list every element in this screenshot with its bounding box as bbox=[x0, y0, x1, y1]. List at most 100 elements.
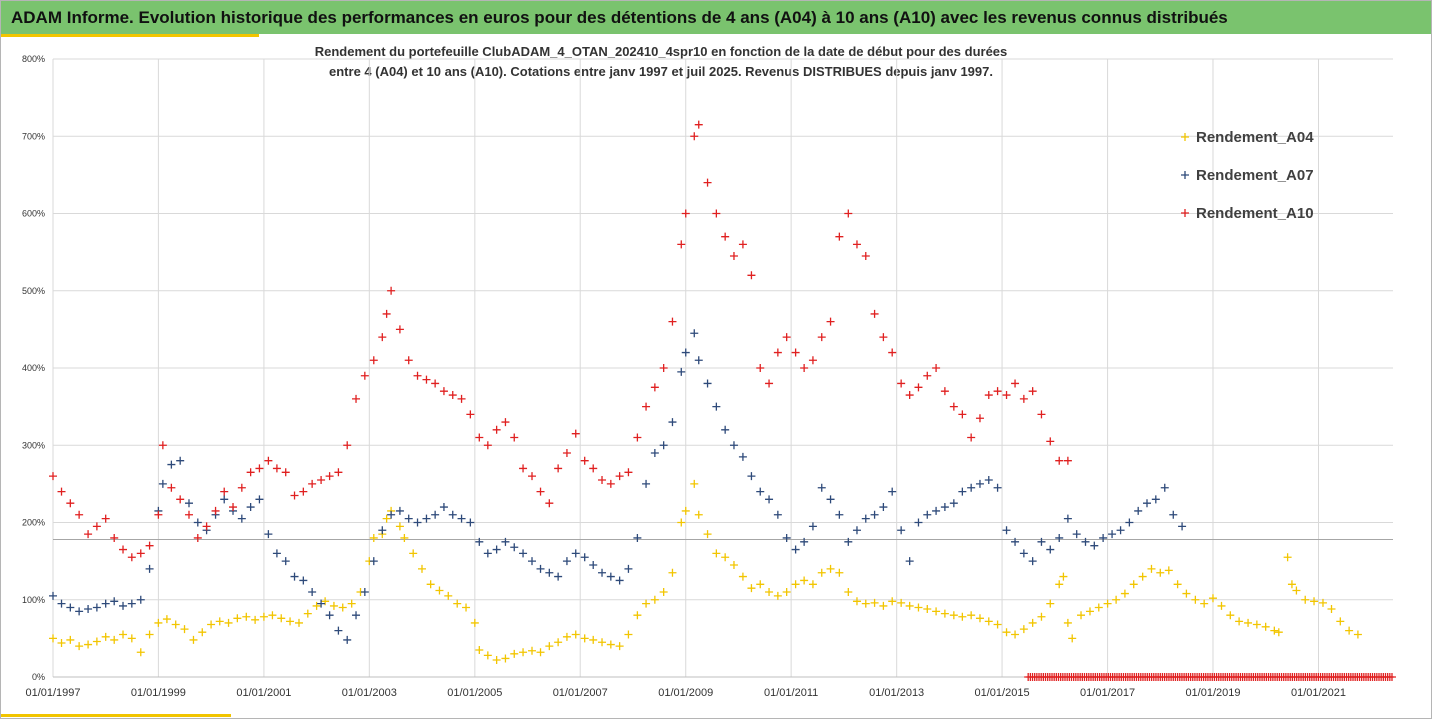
rendement-a10-point bbox=[325, 472, 334, 481]
rendement-a07-point bbox=[352, 611, 361, 620]
rendement-a07-point bbox=[1011, 537, 1020, 546]
rendement-a07-point bbox=[1134, 506, 1143, 515]
rendement-a10-point bbox=[668, 317, 677, 326]
rendement-a07-point bbox=[264, 530, 273, 539]
rendement-a10-point bbox=[949, 402, 958, 411]
rendement-a10-point bbox=[694, 120, 703, 129]
rendement-a04-point bbox=[681, 506, 690, 515]
rendement-a07-point bbox=[167, 460, 176, 469]
rendement-a07-point bbox=[712, 402, 721, 411]
rendement-a04-point bbox=[782, 588, 791, 597]
x-tick-label: 01/01/1997 bbox=[25, 687, 80, 699]
rendement-a07-point bbox=[765, 495, 774, 504]
rendement-a04-point bbox=[303, 609, 312, 618]
legend-label: Rendement_A07 bbox=[1196, 167, 1314, 184]
rendement-a04-point bbox=[571, 630, 580, 639]
x-tick-label: 01/01/2021 bbox=[1291, 687, 1346, 699]
rendement-a04-point bbox=[1094, 603, 1103, 612]
rendement-a04-point bbox=[101, 632, 110, 641]
rendement-a07-point bbox=[773, 510, 782, 519]
rendement-a04-point bbox=[180, 625, 189, 634]
rendement-a07-point bbox=[958, 487, 967, 496]
rendement-a04-point bbox=[650, 595, 659, 604]
rendement-a04-point bbox=[554, 638, 563, 647]
rendement-a10-point bbox=[154, 510, 163, 519]
rendement-a04-point bbox=[958, 612, 967, 621]
rendement-a10-point bbox=[308, 479, 317, 488]
rendement-a10-point bbox=[1037, 410, 1046, 419]
rendement-a07-point bbox=[914, 518, 923, 527]
rendement-a10-point bbox=[422, 375, 431, 384]
rendement-a10-point bbox=[145, 541, 154, 550]
rendement-a10-point bbox=[184, 510, 193, 519]
rendement-a10-point bbox=[1002, 391, 1011, 400]
rendement-a04-point bbox=[470, 618, 479, 627]
y-tick-label: 0% bbox=[32, 672, 45, 682]
rendement-a10-point bbox=[281, 468, 290, 477]
rendement-a07-point bbox=[694, 356, 703, 365]
rendement-a10-point bbox=[536, 487, 545, 496]
rendement-a07-point bbox=[975, 479, 984, 488]
rendement-a07-point bbox=[136, 595, 145, 604]
rendement-a07-point bbox=[932, 506, 941, 515]
rendement-a07-point bbox=[519, 549, 528, 558]
rendement-a04-point bbox=[826, 564, 835, 573]
rendement-a07-point bbox=[554, 572, 563, 581]
rendement-a10-point bbox=[510, 433, 519, 442]
rendement-a07-point bbox=[1125, 518, 1134, 527]
rendement-a10-point bbox=[1028, 387, 1037, 396]
rendement-a04-point bbox=[703, 530, 712, 539]
rendement-a04-point bbox=[721, 553, 730, 562]
rendement-a04-point bbox=[729, 560, 738, 569]
rendement-a04-point bbox=[1019, 625, 1028, 634]
rendement-a10-point bbox=[888, 348, 897, 357]
rendement-a10-point bbox=[545, 499, 554, 508]
rendement-a10-point bbox=[483, 441, 492, 450]
rendement-a04-point bbox=[426, 580, 435, 589]
rendement-a07-point bbox=[193, 518, 202, 527]
rendement-a07-point bbox=[308, 588, 317, 597]
rendement-a04-point bbox=[844, 588, 853, 597]
rendement-a07-point bbox=[66, 603, 75, 612]
rendement-a04-point bbox=[1235, 617, 1244, 626]
rendement-a04-point bbox=[879, 601, 888, 610]
rendement-a07-point bbox=[387, 510, 396, 519]
rendement-a04-point bbox=[1129, 580, 1138, 589]
rendement-a04-point bbox=[189, 635, 198, 644]
rendement-a04-point bbox=[835, 568, 844, 577]
rendement-a04-point bbox=[462, 603, 471, 612]
rendement-a10-point bbox=[879, 333, 888, 342]
rendement-a07-point bbox=[483, 549, 492, 558]
rendement-a10-point bbox=[84, 530, 93, 539]
rendement-a07-point bbox=[255, 495, 264, 504]
rendement-a04-point bbox=[1287, 580, 1296, 589]
rendement-a07-point bbox=[536, 564, 545, 573]
x-tick-label: 01/01/2003 bbox=[342, 687, 397, 699]
rendement-a04-point bbox=[1002, 628, 1011, 637]
rendement-a10-point bbox=[782, 333, 791, 342]
rendement-a07-point bbox=[1169, 510, 1178, 519]
rendement-a10-point bbox=[127, 553, 136, 562]
rendement-a07-point bbox=[475, 537, 484, 546]
rendement-a04-point bbox=[453, 599, 462, 608]
rendement-a10-point bbox=[923, 371, 932, 380]
rendement-a10-point bbox=[659, 364, 668, 372]
rendement-a04-point bbox=[642, 599, 651, 608]
chart-plot: 0% 100% 200% 300% 400% 500% 600% 700% 800% 01/01/… bbox=[22, 54, 1396, 699]
rendement-a04-point bbox=[1270, 626, 1279, 635]
rendement-a10-point bbox=[703, 178, 712, 187]
rendement-a07-point bbox=[571, 549, 580, 558]
rendement-a04-point bbox=[1336, 617, 1345, 626]
rendement-a10-point bbox=[264, 456, 273, 465]
rendement-a10-point bbox=[765, 379, 774, 388]
rendement-a04-point bbox=[1274, 628, 1283, 637]
rendement-a10-point bbox=[202, 522, 211, 531]
rendement-a07-point bbox=[439, 503, 448, 512]
rendement-a10-point bbox=[1011, 379, 1020, 388]
rendement-a10-point bbox=[681, 209, 690, 218]
rendement-a04-point bbox=[1310, 597, 1319, 606]
rendement-a04-point bbox=[993, 620, 1002, 629]
rendement-a04-point bbox=[598, 638, 607, 647]
rendement-a10-point bbox=[92, 522, 101, 531]
rendement-a04-point bbox=[224, 618, 233, 627]
